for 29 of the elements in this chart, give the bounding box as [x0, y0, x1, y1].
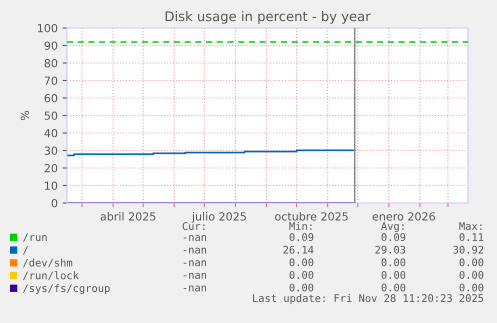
text: -nan 0.09 0.09 0.11 [184, 233, 484, 242]
x-tick-label: enero 2026 [372, 212, 435, 221]
legend-label: /run/lock [23, 271, 79, 280]
y-tick-label: 70 [44, 76, 58, 85]
y-tick-label: 0 [52, 198, 58, 208]
y-tick-label: 20 [44, 164, 58, 172]
x-tick-label: julio 2025 [192, 212, 246, 223]
legend-label: /run [23, 233, 47, 242]
x-tick-label: octubre 2025 [275, 212, 348, 221]
legend-label: / [23, 246, 28, 255]
legend-label: /dev/shm [23, 258, 72, 268]
text: -nan 0.00 0.00 0.00 [184, 284, 484, 292]
y-tick-label: 60 [44, 94, 58, 102]
y-tick-label: 10 [45, 181, 58, 190]
y-tick-label: 100 [38, 24, 58, 32]
text: Last update: Fri Nov 28 11:20:23 2025 [253, 294, 484, 304]
text: -nan 26.14 29.03 30.92 [184, 246, 484, 254]
text: Cur: Min: Avg: Max: [182, 222, 482, 232]
y-tick-label: 50 [44, 111, 58, 120]
text: -nan 0.00 0.00 0.00 [184, 270, 484, 279]
y-tick-label: 90 [44, 41, 58, 50]
legend-label: /sys/fs/cgroup [23, 284, 110, 294]
x-tick-label: abril 2025 [100, 212, 156, 221]
text: -nan 0.00 0.00 0.00 [184, 258, 484, 266]
chart-title: Disk usage in percent - by year [166, 11, 371, 24]
y-axis-title: % [20, 110, 30, 120]
y-tick-label: 30 [44, 146, 58, 155]
y-tick-label: 80 [44, 58, 58, 68]
y-tick-label: 40 [44, 128, 58, 138]
